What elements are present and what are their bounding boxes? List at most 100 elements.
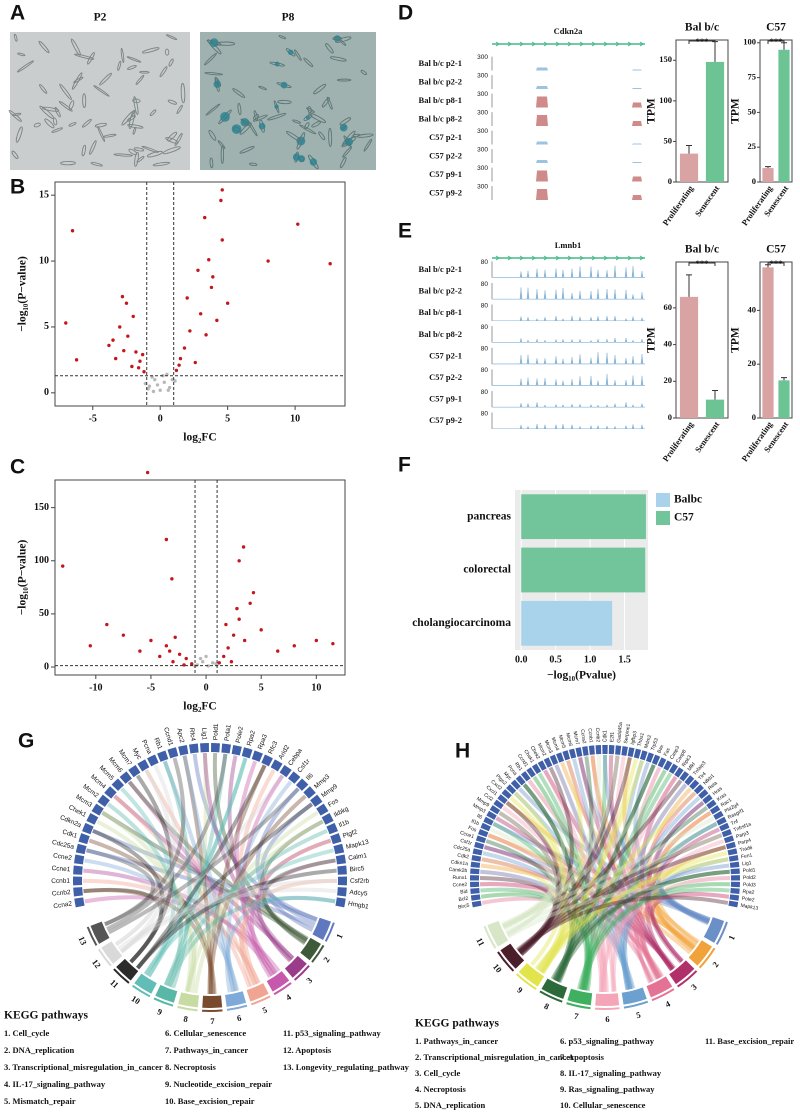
chord (519, 757, 632, 955)
plot-frame (54, 479, 346, 676)
gene-segment (74, 897, 85, 908)
gene-label: Mcm5 (557, 734, 567, 749)
coverage (492, 170, 645, 182)
chord (227, 755, 295, 960)
gene-segment (478, 829, 489, 838)
chord (560, 761, 697, 949)
point (155, 383, 160, 387)
gene-segment (689, 779, 700, 790)
gene-arrow (543, 255, 548, 261)
gene-label: Il1b (470, 818, 480, 827)
chord (653, 800, 709, 926)
coverage (492, 114, 645, 126)
coverage (492, 352, 645, 365)
point (209, 285, 214, 290)
pathway-outer (698, 947, 716, 969)
legend-item: 6. Cellular_senescence (165, 1028, 246, 1038)
cell (17, 52, 26, 57)
pathway-outer (131, 984, 151, 998)
chord (84, 858, 240, 992)
cell (93, 85, 110, 97)
chart-title: C57 (766, 22, 786, 34)
point (331, 641, 335, 646)
pathway-number: 6 (236, 1013, 242, 1024)
legend-item: 5. Mismatch_repair (4, 1096, 76, 1106)
gene-label: Pcna (140, 739, 153, 756)
cell (339, 156, 347, 169)
gene-segment (531, 763, 542, 775)
gene-label: Birc5 (349, 865, 365, 873)
chord (518, 845, 727, 954)
pathway-outer (623, 1000, 649, 1009)
gene-segment (621, 746, 628, 756)
gene-label: Il1b (338, 819, 351, 830)
cell (209, 157, 214, 169)
x-tick-label: 0.0 (515, 654, 528, 665)
gene-segment (728, 900, 739, 908)
gene-label: Mcm2 (536, 742, 547, 757)
cell (339, 117, 352, 126)
pathway-segment (567, 988, 593, 1006)
legend-item: 2. DNA_replication (4, 1045, 74, 1055)
gene-segment (189, 743, 199, 754)
cell (328, 127, 333, 147)
chord (120, 769, 175, 954)
chord (522, 783, 578, 984)
gene-label: Fos (467, 825, 477, 834)
panel-letter: A (10, 2, 25, 25)
gene-label: Cdkn1a (450, 859, 468, 867)
gene-label: Ccne1 (459, 830, 475, 840)
cell (293, 49, 302, 62)
chord (608, 755, 675, 971)
gene-segment (221, 743, 231, 754)
gene-label: Mapk13 (345, 839, 369, 851)
gene-segment (475, 835, 487, 844)
track-scale: 300 (477, 110, 488, 117)
gene-label: Rb1 (152, 737, 163, 751)
chord (162, 760, 192, 989)
cell (253, 114, 259, 120)
cell (68, 100, 75, 110)
gene-segment (729, 861, 740, 868)
point (259, 628, 263, 632)
gene-label: Gadd45a (616, 722, 624, 743)
legend-item: 5. DNA_replication (415, 1100, 485, 1110)
point (166, 388, 171, 392)
chord (543, 769, 608, 993)
chord (578, 757, 710, 925)
point (111, 338, 115, 342)
cell (81, 118, 92, 128)
cell (360, 69, 367, 76)
legend-item: 2. Transcriptional_misregulation_in_canc… (415, 1052, 574, 1062)
pathway-segment (134, 973, 157, 994)
gene-label: Thbs1 (637, 732, 646, 747)
gene-label: Ccna2 (579, 729, 587, 744)
point (130, 364, 134, 369)
chord (630, 766, 662, 979)
cell (152, 161, 171, 167)
legend-item: 8. Necroptosis (165, 1062, 217, 1072)
gene-segment (288, 771, 301, 784)
point (193, 360, 197, 365)
chord (256, 838, 332, 963)
gene-label: Lig1 (200, 728, 208, 741)
chord (611, 839, 725, 992)
y-tick-label: 50 (664, 135, 673, 145)
cell (204, 72, 224, 76)
pathway-number: 4 (284, 991, 294, 1002)
y-tick-label: 0 (44, 661, 49, 672)
significance: *** (696, 36, 709, 46)
chord (505, 833, 723, 935)
cell (60, 161, 76, 166)
point (237, 617, 241, 621)
gene-segment (627, 747, 635, 758)
chord (106, 753, 228, 931)
pathway-outer (651, 988, 675, 1002)
cell (217, 140, 226, 149)
chord (83, 887, 164, 964)
track-scale: 80 (481, 324, 489, 331)
point (134, 350, 138, 354)
point (158, 388, 162, 392)
chord (513, 791, 569, 972)
panel-letter: H (455, 740, 470, 763)
